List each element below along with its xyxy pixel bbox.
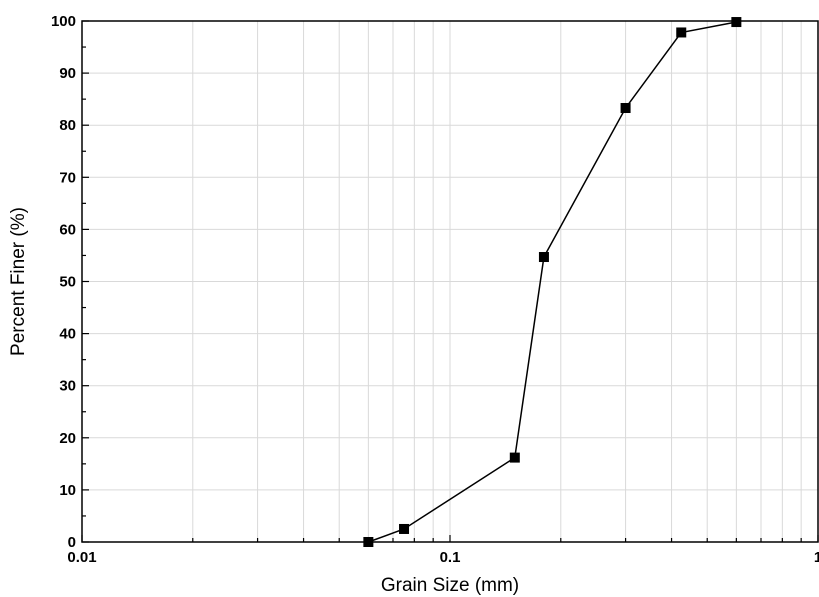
data-point [620,103,631,114]
data-point [399,523,410,534]
x-tick-label: 1 [814,549,819,566]
y-tick-label: 40 [59,326,76,343]
y-tick-label: 80 [59,117,76,134]
x-tick-label: 0.01 [67,549,96,566]
axis-ticks [81,20,819,543]
y-tick-labels: 0 10 20 30 40 50 60 70 80 90 100 [51,13,76,551]
data-series [363,17,742,547]
y-tick-label: 20 [59,430,76,447]
grid-lines [81,20,818,543]
x-axis-title: Grain Size (mm) [381,575,519,596]
y-tick-label: 70 [59,169,76,186]
data-point [538,252,549,263]
y-tick-label: 10 [59,482,76,499]
data-point [731,17,742,28]
x-tick-label: 0.1 [440,549,461,566]
x-tick-labels: 0.01 0.1 1 [67,549,819,566]
y-tick-label: 0 [68,534,76,551]
y-tick-label: 50 [59,274,76,291]
data-point [676,27,687,38]
y-tick-label: 60 [59,221,76,238]
y-tick-label: 30 [59,378,76,395]
y-tick-label: 90 [59,65,76,82]
y-axis-title: Percent Finer (%) [8,207,29,356]
y-tick-label: 100 [51,13,76,30]
data-point [509,452,520,463]
